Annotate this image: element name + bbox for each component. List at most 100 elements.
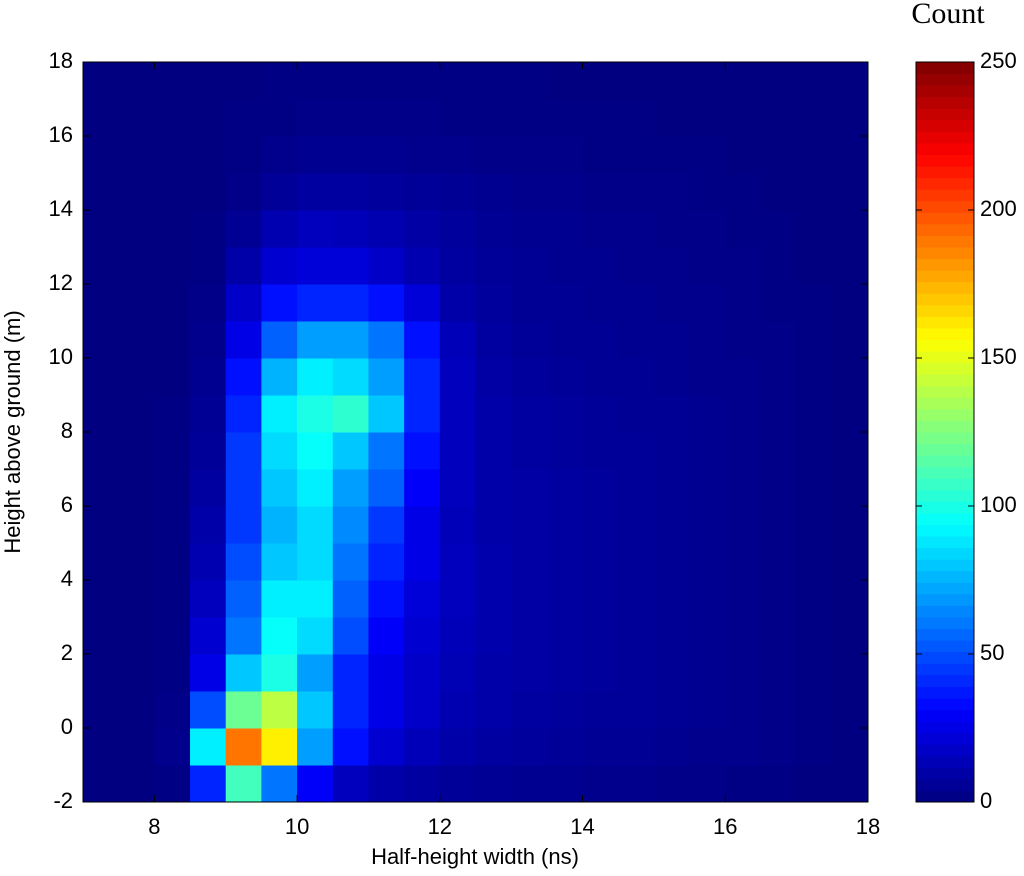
heatmap-cell [154,247,191,285]
colorbar-swatch [916,651,974,664]
heatmap-cell [796,247,833,285]
heatmap-cell [297,654,334,692]
heatmap-cell [475,62,512,100]
heatmap-cell [225,654,262,692]
heatmap-cell [760,469,798,507]
heatmap-cell [261,210,298,248]
heatmap-cell [546,728,584,766]
colorbar-swatch [916,142,974,155]
heatmap-cell [475,284,512,322]
heatmap-cell [439,469,476,507]
heatmap-cell [725,543,762,581]
heatmap-cell [225,506,262,544]
heatmap-cell [225,210,262,248]
heatmap-cell [760,247,798,285]
heatmap-cell [368,432,405,470]
heatmap-cell [832,765,869,803]
heatmap-cell [439,654,476,692]
heatmap-cell [832,617,869,655]
heatmap-cell [796,469,833,507]
heatmap-cell [261,469,298,507]
heatmap-cell [760,654,798,692]
heatmap-cell [475,580,512,618]
heatmap-cell [653,765,691,803]
heatmap-cell [653,580,691,618]
heatmap-cell [297,765,334,803]
heatmap-cell [404,506,441,544]
heatmap-cell [796,395,833,433]
heatmap-cell [404,321,441,359]
colorbar-frame [915,61,975,803]
heatmap-cell [618,432,655,470]
colorbar-swatch [916,270,974,283]
colorbar-swatch [916,327,974,340]
heatmap-cell [653,173,691,211]
colorbar-swatch [916,247,974,260]
heatmap-cell [261,765,298,803]
heatmap-cell [83,617,120,655]
heatmap-cell [368,580,405,618]
heatmap-cell [618,99,655,137]
heatmap-cell [83,728,120,766]
heatmap-cell [225,691,262,729]
heatmap-cell [83,432,120,470]
heatmap-cell [832,210,869,248]
heatmap-cell [618,284,655,322]
heatmap-cell [439,210,476,248]
heatmap-cell [832,321,869,359]
heatmap-cell [653,691,691,729]
colorbar-tick-label: 50 [980,640,1004,665]
heatmap-cell [475,728,512,766]
colorbar-swatch [916,420,974,433]
heatmap-cell [511,358,548,396]
heatmap-cell [225,284,262,322]
heatmap-cell [832,506,869,544]
heatmap-cell [618,580,655,618]
heatmap-cell [653,136,691,174]
heatmap-cell [653,728,691,766]
heatmap-cell [618,173,655,211]
heatmap-cell [582,617,619,655]
heatmap-cell [439,136,476,174]
heatmap-cell [832,173,869,211]
heatmap-cell [118,321,155,359]
heatmap-cell [725,580,762,618]
colorbar-swatch [916,154,974,167]
heatmap-cell [618,358,655,396]
heatmap-cell [760,691,798,729]
heatmap-cell [154,321,191,359]
heatmap-cell [653,62,691,100]
heatmap-cell [511,321,548,359]
heatmap-cell [225,432,262,470]
heatmap-cell [653,543,691,581]
heatmap-cell [832,284,869,322]
heatmap-cell [618,617,655,655]
heatmap-cell [439,99,476,137]
heatmap-cell [582,691,619,729]
heatmap-cell [546,691,584,729]
colorbar-swatch [916,235,974,248]
heatmap-cell [154,580,191,618]
heatmap-cell [689,654,726,692]
colorbar-swatch [916,466,974,479]
heatmap-cell [118,728,155,766]
heatmap-cell [404,173,441,211]
heatmap-cell [439,358,476,396]
heatmap-cell [83,99,120,137]
heatmap-cell [404,247,441,285]
heatmap-cell [261,284,298,322]
colorbar-swatch [916,281,974,294]
heatmap-cell [332,580,369,618]
heatmap-cell [83,506,120,544]
heatmap-cell [368,728,405,766]
heatmap-cell [118,136,155,174]
heatmap-cell [796,543,833,581]
heatmap-cell [404,395,441,433]
heatmap-cell [546,210,584,248]
heatmap-cell [297,580,334,618]
colorbar-swatch [916,744,974,757]
colorbar-swatch [916,258,974,271]
heatmap-cell [546,543,584,581]
heatmap-cell [297,395,334,433]
heatmap-cell [653,395,691,433]
